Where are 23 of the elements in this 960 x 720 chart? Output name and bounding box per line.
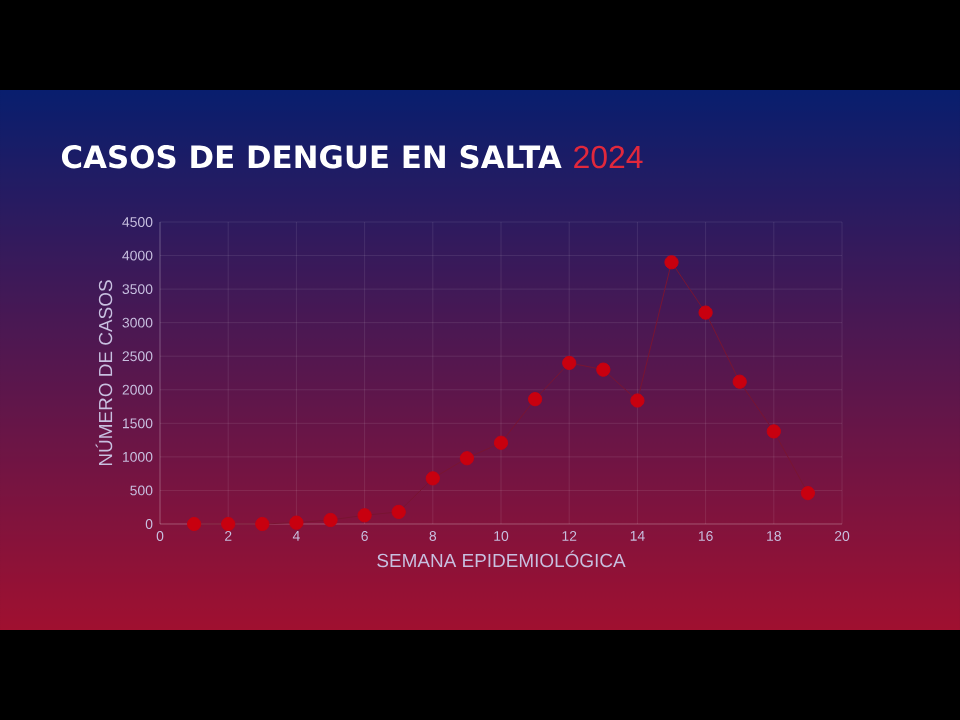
point <box>357 508 372 523</box>
chart-subtitle: 2024 <box>574 145 643 169</box>
point <box>493 435 509 450</box>
point <box>459 451 474 466</box>
point <box>425 471 440 486</box>
point <box>528 392 543 407</box>
y-axis-title: NÚMERO DE CASOS <box>95 280 113 466</box>
point <box>187 516 202 532</box>
point <box>289 515 304 530</box>
point <box>391 504 406 519</box>
point <box>800 486 815 501</box>
point <box>562 355 577 371</box>
x-axis-title: SEMANA EPIDEMIOLÓGICA <box>377 550 626 568</box>
point <box>698 305 713 320</box>
point <box>255 516 270 532</box>
point <box>630 393 645 408</box>
point <box>766 424 781 439</box>
chart-title: CASOS DE DENGUE EN SALTA <box>61 145 562 169</box>
point <box>732 374 747 389</box>
point <box>323 512 338 528</box>
point <box>221 516 236 532</box>
point <box>664 255 679 270</box>
point <box>596 362 611 377</box>
